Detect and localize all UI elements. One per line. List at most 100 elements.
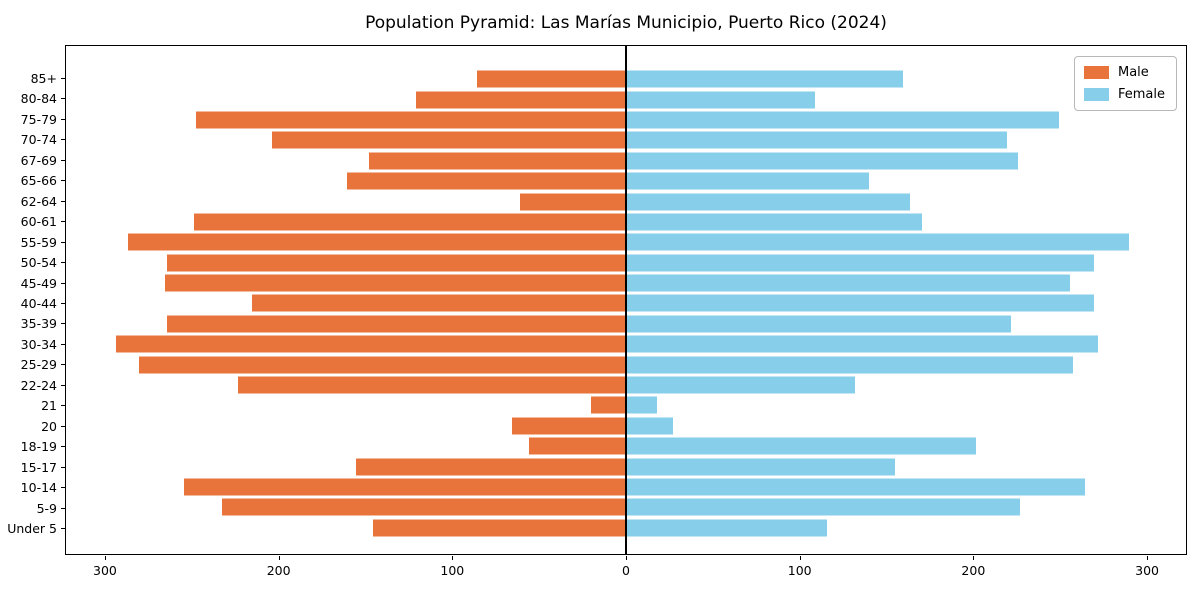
legend-label-male: Male [1117,65,1149,80]
y-axis-tick-label: 80-84 [20,91,57,107]
female-bar [626,417,673,435]
age-row [66,436,1186,456]
age-row [66,293,1186,313]
male-bar [369,152,626,170]
y-tick-mark [61,487,65,489]
y-tick-mark [61,405,65,407]
age-row [66,110,1186,130]
male-bar [511,417,626,435]
male-bar [251,294,626,312]
y-tick-mark [61,528,65,530]
y-tick-mark [61,139,65,141]
age-row [66,273,1186,293]
age-row [66,130,1186,150]
female-bar [626,315,1011,333]
age-row [66,232,1186,252]
age-row [66,518,1186,538]
y-axis-tick-label: 45-49 [20,275,57,291]
male-bar [416,91,626,109]
age-row [66,151,1186,171]
female-bar [626,519,828,537]
female-bar [626,70,904,88]
x-tick-mark [104,556,106,560]
y-tick-mark [61,343,65,345]
y-axis-labels: 85+ 80-84 75-79 70-74 67-69 65-66 62-64 60-61 55… [0,68,57,539]
x-tick-mark [1147,556,1149,560]
x-axis-tick-label: 200 [266,563,291,578]
x-tick-mark [452,556,454,560]
female-bar [626,131,1008,149]
y-axis-tick-label: 30-34 [20,336,57,352]
female-bar [626,233,1129,251]
y-axis-tick-label: 5-9 [36,500,57,516]
female-bar [626,152,1018,170]
male-bar [237,376,626,394]
male-bar [128,233,626,251]
y-axis-tick-label: 40-44 [20,295,57,311]
male-bar [346,172,626,190]
male-bar [138,356,626,374]
plot-area: Male Female [65,45,1187,555]
y-tick-mark [61,384,65,386]
male-bar [166,315,626,333]
y-axis-tick-label: 15-17 [20,459,57,475]
age-row [66,212,1186,232]
legend-item-male: Male [1083,65,1165,80]
age-row [66,395,1186,415]
x-tick-mark [626,556,627,560]
x-axis-tick-label: 200 [961,563,986,578]
y-tick-mark [61,364,65,366]
age-row [66,354,1186,374]
y-axis-tick-label: 25-29 [20,357,57,373]
male-bar [355,458,626,476]
y-axis-tick-label: 18-19 [20,439,57,455]
male-bar [372,519,626,537]
x-axis-ticks [65,556,1187,560]
x-tick-mark [973,556,975,560]
male-bar [476,70,626,88]
legend-item-female: Female [1083,87,1165,102]
y-axis-tick-label: 85+ [30,70,57,86]
y-tick-mark [61,425,65,427]
age-row [66,89,1186,109]
female-bar [626,193,911,211]
female-bar [626,294,1095,312]
x-axis-tick-label: 0 [622,563,630,578]
female-bar [626,478,1086,496]
y-tick-mark [61,180,65,182]
y-axis-tick-label: 62-64 [20,193,57,209]
y-axis-tick-label: 67-69 [20,152,57,168]
y-tick-mark [61,77,65,79]
y-tick-mark [61,466,65,468]
y-tick-mark [61,221,65,223]
x-axis-tick-label: 300 [1135,563,1159,578]
y-tick-mark [61,118,65,120]
male-bar [272,131,626,149]
male-bar [183,478,626,496]
y-axis-tick-label: 22-24 [20,377,57,393]
age-row [66,416,1186,436]
x-axis-tick-label: 300 [93,563,117,578]
y-axis-tick-label: 10-14 [20,480,57,496]
y-tick-mark [61,303,65,304]
male-bar [520,193,626,211]
y-axis-tick-label: 65-66 [20,173,57,189]
female-bar [626,396,658,414]
x-axis-labels: 300 200 100 0 100 200 300 [65,563,1187,579]
y-tick-mark [61,200,65,202]
y-tick-mark [61,446,65,448]
age-row [66,69,1186,89]
y-axis-tick-label: 70-74 [20,132,57,148]
y-axis-tick-label: 35-39 [20,316,57,332]
age-row [66,314,1186,334]
zero-axis-line [625,46,627,554]
male-bar [164,274,626,292]
female-bar [626,172,869,190]
y-axis-tick-label: 55-59 [20,234,57,250]
y-axis-tick-label: 50-54 [20,255,57,271]
age-row [66,375,1186,395]
female-bar [626,335,1098,353]
female-bar [626,274,1070,292]
y-axis-tick-label: 20 [41,418,57,434]
